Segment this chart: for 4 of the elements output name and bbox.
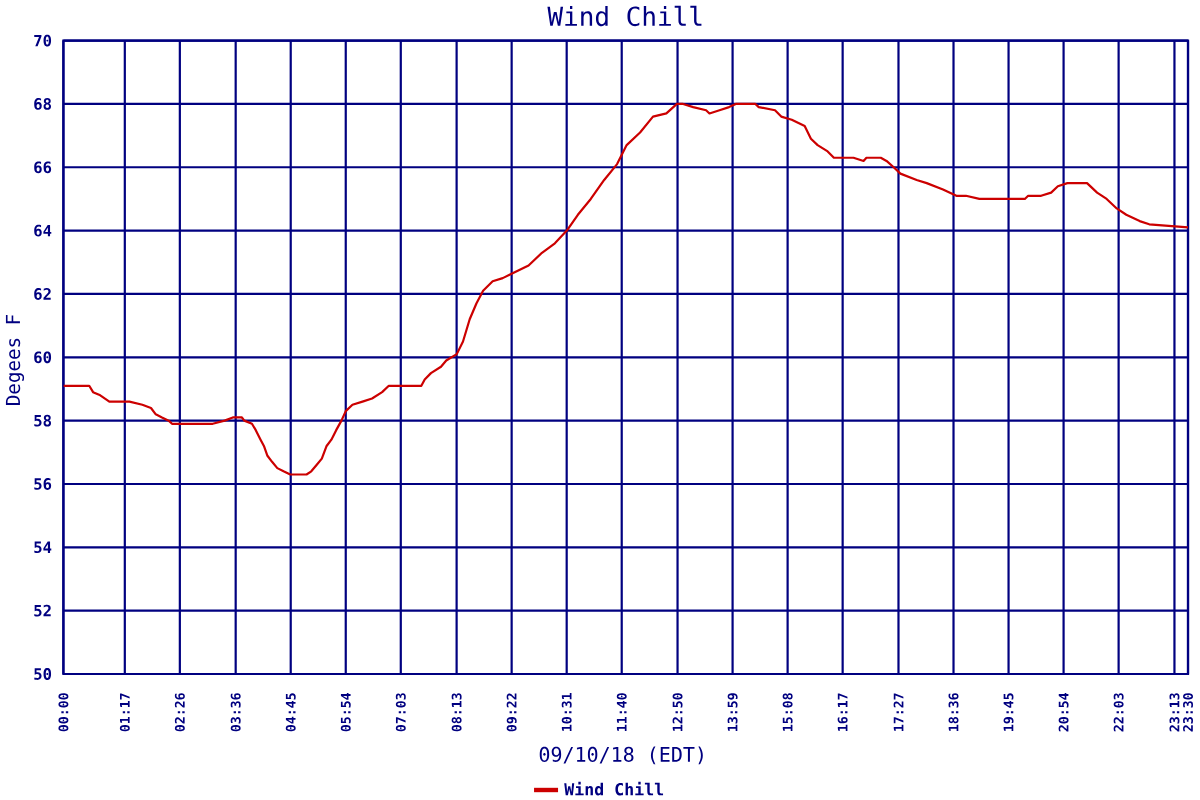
legend-label: Wind Chill [564,781,664,796]
y-axis-title: Degees F [5,314,25,405]
x-axis-title: 09/10/18 (EDT) [539,746,703,765]
chart-title: Wind Chill [547,5,702,27]
